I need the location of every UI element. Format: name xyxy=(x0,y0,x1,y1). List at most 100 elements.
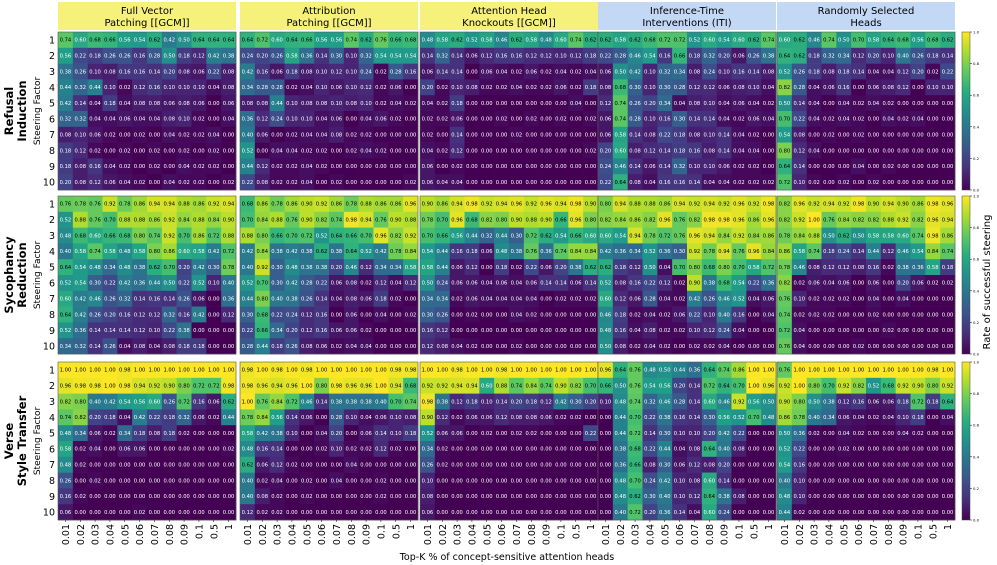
cell-value-label: 0.32 xyxy=(74,344,86,350)
heatmap-cell xyxy=(343,174,359,191)
heatmap-cell xyxy=(672,126,688,143)
heatmap-cell xyxy=(221,111,237,128)
cell-value-label: 0.58 xyxy=(481,38,493,44)
cell-value-label: 0.00 xyxy=(942,447,954,453)
heatmap-cell xyxy=(880,174,896,191)
cell-value-label: 0.00 xyxy=(345,431,357,437)
cell-value-label: 0.74 xyxy=(60,38,72,44)
cell-value-label: 0.00 xyxy=(149,478,161,484)
cell-value-label: 0.02 xyxy=(793,312,805,318)
cell-value-label: 0.00 xyxy=(748,431,760,437)
cell-value-label: 0.00 xyxy=(763,148,775,154)
cell-value-label: 0.18 xyxy=(897,399,909,405)
heatmap-cell xyxy=(314,196,330,213)
heatmap-cell xyxy=(147,142,163,159)
cell-value-label: 0.06 xyxy=(674,463,686,469)
cell-value-label: 0.00 xyxy=(223,463,235,469)
cell-value-label: 0.56 xyxy=(659,384,671,390)
cell-value-label: 0.00 xyxy=(733,510,745,516)
cell-value-label: 0.54 xyxy=(375,54,387,60)
heatmap-cell xyxy=(627,63,643,80)
cell-value-label: 0.12 xyxy=(703,85,715,91)
heatmap-cell xyxy=(420,211,436,228)
heatmap-cell xyxy=(568,111,584,128)
cell-value-label: 0.14 xyxy=(689,399,701,405)
cell-value-label: 0.48 xyxy=(779,494,791,500)
cell-value-label: 0.00 xyxy=(853,478,865,484)
heatmap-cell xyxy=(420,142,436,159)
cell-value-label: 0.08 xyxy=(436,344,448,350)
cell-value-label: 0.20 xyxy=(256,54,268,60)
heatmap-cell xyxy=(494,243,510,260)
heatmap-cell xyxy=(284,338,300,355)
heatmap-cell xyxy=(254,47,270,64)
heatmap-cell xyxy=(343,79,359,96)
heatmap-cell xyxy=(269,158,285,175)
cell-value-label: 0.98 xyxy=(927,233,939,239)
heatmap-cell xyxy=(299,196,315,213)
cell-value-label: 0.02 xyxy=(481,431,493,437)
heatmap-cell xyxy=(343,142,359,159)
cell-value-label: 1.00 xyxy=(178,368,190,374)
heatmap-cell xyxy=(206,338,222,355)
heatmap-cell xyxy=(568,158,584,175)
cell-value-label: 0.04 xyxy=(208,85,220,91)
heatmap-cell xyxy=(523,211,539,228)
heatmap-cell xyxy=(176,338,192,355)
cell-value-label: 0.00 xyxy=(193,328,205,334)
cell-value-label: 0.16 xyxy=(316,328,328,334)
cell-value-label: 0.70 xyxy=(436,218,448,224)
heatmap-cell xyxy=(176,275,192,292)
cell-value-label: 0.60 xyxy=(555,38,567,44)
heatmap-cell xyxy=(851,32,867,49)
cell-value-label: 0.64 xyxy=(779,164,791,170)
heatmap-cell xyxy=(254,211,270,228)
heatmap-cell xyxy=(746,111,762,128)
heatmap-cell xyxy=(509,126,525,143)
cell-value-label: 1.00 xyxy=(525,368,537,374)
cell-value-label: 0.00 xyxy=(360,463,372,469)
cell-value-label: 0.00 xyxy=(451,510,463,516)
heatmap-cell xyxy=(102,227,118,244)
heatmap-cell xyxy=(206,63,222,80)
cell-value-label: 0.00 xyxy=(163,463,175,469)
colorbar-tick-label: 1.0 xyxy=(973,360,980,365)
cell-value-label: 0.36 xyxy=(301,54,313,60)
cell-value-label: 0.36 xyxy=(689,368,701,374)
cell-value-label: 0.48 xyxy=(286,265,298,271)
cell-value-label: 0.14 xyxy=(629,133,641,139)
cell-value-label: 0.70 xyxy=(422,233,434,239)
cell-value-label: 0.72 xyxy=(629,431,641,437)
cell-value-label: 0.68 xyxy=(644,38,656,44)
heatmap-cell xyxy=(479,79,495,96)
cell-value-label: 0.46 xyxy=(345,265,357,271)
cell-value-label: 0.68 xyxy=(405,384,417,390)
cell-value-label: 0.02 xyxy=(689,344,701,350)
cell-value-label: 0.04 xyxy=(208,133,220,139)
cell-value-label: 0.64 xyxy=(703,447,715,453)
heatmap-cell xyxy=(568,95,584,112)
cell-value-label: 0.00 xyxy=(585,180,597,186)
heatmap-cell xyxy=(72,32,88,49)
cell-value-label: 0.42 xyxy=(134,415,146,421)
cell-value-label: 0.16 xyxy=(316,312,328,318)
cell-value-label: 0.00 xyxy=(525,164,537,170)
cell-value-label: 0.00 xyxy=(360,494,372,500)
cell-value-label: 0.82 xyxy=(481,218,493,224)
cell-value-label: 0.10 xyxy=(163,85,175,91)
cell-value-label: 0.72 xyxy=(629,510,641,516)
cell-value-label: 0.20 xyxy=(674,384,686,390)
heatmap-cell xyxy=(221,142,237,159)
heatmap-cell xyxy=(583,142,599,159)
cell-value-label: 0.02 xyxy=(74,463,86,469)
y-tick-label: 7 xyxy=(49,130,55,141)
cell-value-label: 0.20 xyxy=(178,265,190,271)
heatmap-cell xyxy=(132,259,148,276)
cell-value-label: 0.02 xyxy=(89,478,101,484)
heatmap-cell xyxy=(657,174,673,191)
cell-value-label: 0.04 xyxy=(733,148,745,154)
cell-value-label: 0.00 xyxy=(466,180,478,186)
heatmap-cell xyxy=(925,95,941,112)
cell-value-label: 0.10 xyxy=(644,85,656,91)
cell-value-label: 0.14 xyxy=(436,69,448,75)
